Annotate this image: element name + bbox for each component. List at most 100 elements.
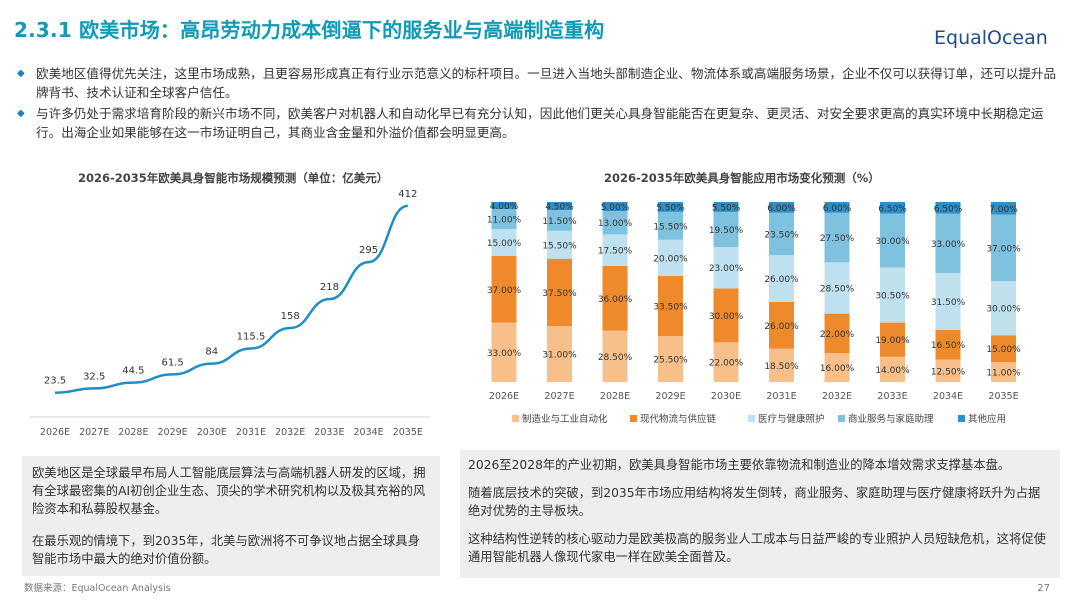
x-tick-label: 2031E (766, 391, 796, 402)
bar-data-label: 33.00% (931, 240, 966, 250)
bar-segment (491, 209, 517, 229)
legend-swatch (512, 415, 519, 422)
market-size-line-chart: 23.5 2026E 32.5 2027E 44.5 2028E 61.5 2029E 84 20… (30, 189, 430, 438)
bar-data-label: 31.00% (542, 351, 577, 361)
bar-data-label: 23.50% (764, 230, 799, 240)
bar-data-label: 28.50% (598, 353, 633, 363)
bar-segment (991, 202, 1016, 215)
x-tick-label: 2029E (158, 427, 188, 438)
x-tick-label: 2030E (197, 427, 227, 438)
bar-data-label: 25.50% (653, 356, 688, 366)
bar-segment (713, 202, 739, 212)
intro-bullets: ◆ 欧美地区值得优先关注，这里市场成熟，且更容易形成真正有行业示范意义的标杆项目… (14, 64, 1064, 144)
bar-segment (491, 202, 517, 210)
right-note-paragraph: 随着底层技术的突破，到2035年市场应用结构将发生倒转，商业服务、家庭助理与医疗… (468, 486, 1041, 518)
bar-data-label: 4.00% (490, 202, 519, 212)
line-chart-title: 2026-2035年欧美具身智能市场规模预测（单位：亿美元） (78, 171, 389, 185)
data-source: 数据来源：EqualOcean Analysis (24, 583, 171, 594)
bar-data-label: 22.00% (709, 359, 744, 369)
data-label: 23.5 (44, 376, 66, 387)
legend-swatch (748, 415, 755, 422)
data-label: 158 (281, 311, 300, 322)
data-label: 412 (398, 189, 417, 200)
bar-data-label: 5.00% (601, 203, 630, 213)
x-tick-label: 2033E (314, 427, 344, 438)
bar-segment (658, 239, 683, 276)
bar-segment (824, 353, 850, 382)
bar-segment (880, 213, 905, 268)
bar-data-label: 28.50% (820, 284, 855, 294)
bar-segment (658, 336, 683, 382)
legend-swatch (838, 415, 845, 422)
x-tick-label: 2035E (988, 391, 1018, 402)
bar-segment (713, 288, 739, 343)
bar-segment (824, 262, 850, 314)
left-note-paragraph: 在最乐观的情境下，到2035年，北美与欧洲将不可争议地占据全球具身智能市场中最大… (32, 534, 420, 566)
bar-segment (491, 322, 517, 382)
bar-data-label: 4.50% (545, 203, 574, 213)
bar-data-label: 15.50% (542, 241, 577, 251)
bar-data-label: 36.00% (598, 295, 633, 305)
x-tick-label: 2032E (275, 427, 305, 438)
data-label: 115.5 (237, 331, 266, 342)
data-label: 61.5 (161, 357, 183, 368)
bar-segment (713, 211, 739, 247)
x-tick-label: 2026E (40, 427, 70, 438)
bar-segment (602, 211, 628, 235)
left-note-box: 欧美地区是全球最早布局人工智能底层算法与高端机器人研发的区域，拥有全球最密集的A… (22, 456, 440, 576)
bar-segment (658, 211, 683, 240)
bar-data-label: 7.00% (989, 205, 1018, 215)
bar-data-label: 20.00% (653, 254, 688, 264)
diamond-bullet-icon: ◆ (17, 108, 25, 119)
bar-data-label: 31.50% (931, 298, 966, 308)
right-note-box: 2026至2028年的产业初期，欧美具身智能市场主要依靠物流和制造业的降本增效需… (460, 450, 1060, 578)
x-tick-label: 2034E (933, 391, 963, 402)
bar-segment (602, 265, 628, 331)
bar-data-label: 5.50% (656, 203, 685, 213)
right-note-paragraph: 这种结构性逆转的核心驱动力是欧美极高的服务业人工成本与日益严峻的专业照护人员短缺… (468, 532, 1046, 564)
bar-segment (880, 322, 905, 357)
bar-data-label: 19.00% (875, 336, 910, 346)
bar-data-label: 16.00% (820, 364, 855, 374)
x-tick-label: 2035E (393, 427, 423, 438)
bar-segment (602, 330, 628, 382)
bar-segment (935, 202, 961, 214)
bar-segment (880, 267, 905, 323)
x-tick-label: 2026E (489, 391, 519, 402)
bar-segment (935, 273, 961, 330)
data-label: 295 (359, 245, 378, 256)
bar-data-label: 30.00% (875, 237, 910, 247)
bar-segment (769, 212, 794, 256)
bar-data-label: 33.50% (653, 302, 688, 312)
bar-data-label: 6.50% (878, 204, 907, 214)
bar-data-label: 6.00% (767, 204, 796, 214)
bar-segment (824, 313, 850, 354)
bar-segment (991, 362, 1016, 382)
bar-segment (547, 230, 572, 259)
bar-data-label: 13.00% (598, 219, 633, 229)
bar-data-label: 15.00% (487, 239, 522, 249)
page-number: 27 (1037, 583, 1050, 594)
page-title: 2.3.1 欧美市场：高昂劳动力成本倒逼下的服务业与高端制造重构 (14, 18, 605, 42)
bar-segment (547, 210, 572, 231)
bar-data-label: 14.00% (875, 366, 910, 376)
x-tick-label: 2027E (544, 391, 574, 402)
bar-segment (602, 202, 628, 211)
bar-data-label: 30.00% (709, 312, 744, 322)
bar-data-label: 23.00% (709, 264, 744, 274)
bar-segment (658, 202, 683, 212)
bullet-item: ◆ 欧美地区值得优先关注，这里市场成熟，且更容易形成真正有行业示范意义的标杆项目… (14, 64, 1064, 102)
bar-segment (935, 359, 961, 382)
bar-data-label: 30.50% (875, 292, 910, 302)
x-tick-label: 2028E (118, 427, 148, 438)
x-tick-label: 2029E (655, 391, 685, 402)
bar-chart-title: 2026-2035年欧美具身智能应用市场变化预测（%） (604, 171, 880, 185)
x-tick-label: 2033E (877, 391, 907, 402)
x-tick-label: 2028E (600, 391, 630, 402)
bar-segment (880, 202, 905, 214)
x-tick-label: 2032E (822, 391, 852, 402)
bullet-text: 欧美地区值得优先关注，这里市场成熟，且更容易形成真正有行业示范意义的标杆项目。一… (36, 66, 1057, 100)
bar-segment (935, 213, 961, 274)
bar-segment (824, 212, 850, 263)
x-tick-label: 2030E (711, 391, 741, 402)
